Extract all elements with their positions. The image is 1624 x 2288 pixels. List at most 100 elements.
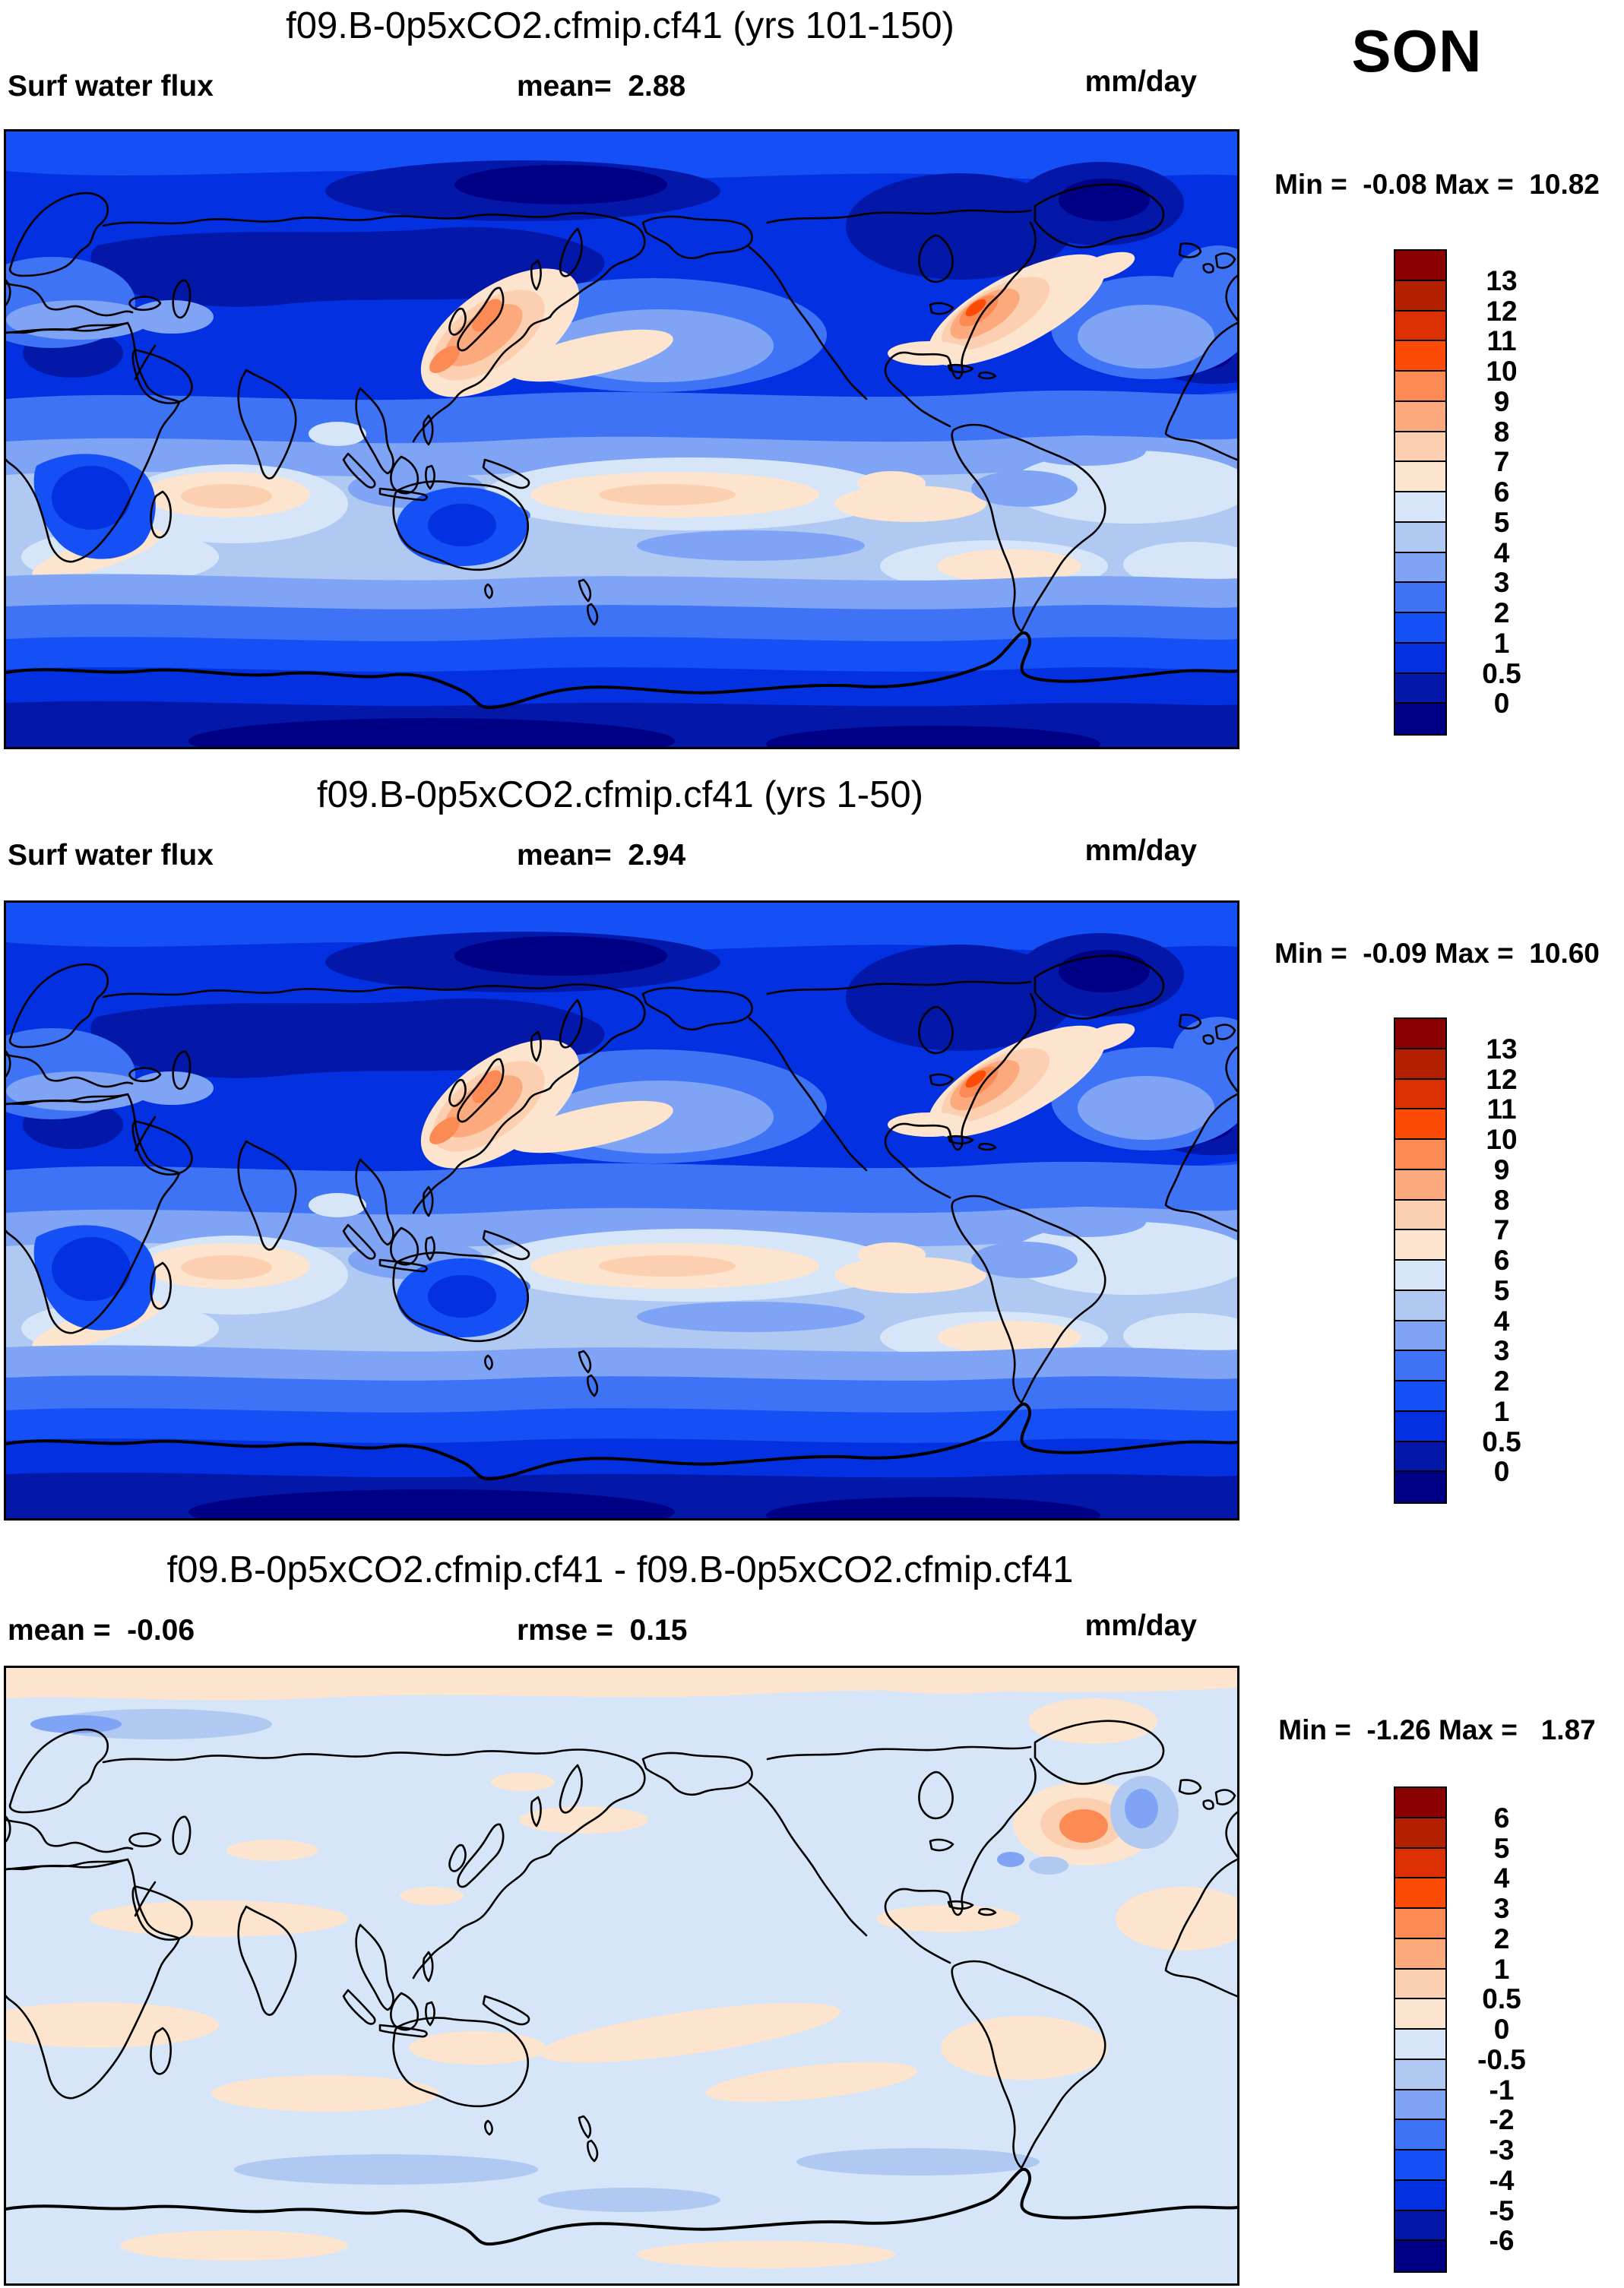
colorbar-cell bbox=[1395, 1109, 1445, 1140]
colorbar-tick-label: -3 bbox=[1489, 2135, 1515, 2166]
colorbar-cell bbox=[1395, 1909, 1445, 1939]
colorbar-tick-label: 12 bbox=[1486, 1063, 1518, 1095]
colorbar-cell bbox=[1395, 583, 1445, 613]
colorbar-tick-label: 13 bbox=[1486, 264, 1518, 296]
colorbar-tick-label: 0 bbox=[1493, 1456, 1510, 1488]
colorbar-tick-label: 6 bbox=[1493, 1245, 1510, 1276]
panel3-colorbar bbox=[1394, 1786, 1447, 2273]
colorbar-cell bbox=[1395, 432, 1445, 463]
colorbar-cell bbox=[1395, 704, 1445, 734]
colorbar-tick-label: 9 bbox=[1493, 1153, 1510, 1185]
colorbar-tick-label: 0 bbox=[1493, 2014, 1510, 2045]
colorbar-cell bbox=[1395, 1969, 1445, 2000]
colorbar-cell bbox=[1395, 280, 1445, 312]
colorbar-tick-label: 11 bbox=[1486, 1093, 1517, 1125]
colorbar-tick-label: 0.5 bbox=[1482, 1983, 1521, 2015]
colorbar-cell bbox=[1395, 613, 1445, 644]
panel3-map bbox=[4, 1666, 1239, 2286]
colorbar-cell bbox=[1395, 1079, 1445, 1110]
colorbar-tick-label: 1 bbox=[1493, 1395, 1510, 1427]
colorbar-cell bbox=[1395, 2150, 1445, 2181]
panel2-units-label: mm/day bbox=[1084, 834, 1197, 867]
panel1-units-label: mm/day bbox=[1084, 65, 1197, 98]
colorbar-cell bbox=[1395, 1788, 1445, 1818]
colorbar-cell bbox=[1395, 1261, 1445, 1291]
colorbar-cell bbox=[1395, 1140, 1445, 1170]
colorbar-cell bbox=[1395, 1049, 1445, 1080]
colorbar-cell bbox=[1395, 341, 1445, 372]
colorbar-tick-label: 2 bbox=[1493, 1922, 1510, 1954]
colorbar-cell bbox=[1395, 2059, 1445, 2090]
colorbar-tick-label: 6 bbox=[1493, 1802, 1510, 1834]
colorbar-tick-label: 2 bbox=[1493, 1366, 1510, 1397]
colorbar-cell bbox=[1395, 2120, 1445, 2150]
colorbar-cell bbox=[1395, 401, 1445, 432]
panel3-units-label: mm/day bbox=[1084, 1609, 1197, 1642]
colorbar-tick-label: 13 bbox=[1486, 1033, 1518, 1065]
panel2-map bbox=[4, 900, 1239, 1521]
colorbar-tick-label: 4 bbox=[1493, 536, 1510, 568]
colorbar-tick-label: 10 bbox=[1486, 356, 1518, 387]
colorbar-tick-label: 0.5 bbox=[1482, 657, 1521, 689]
panel2-colorbar bbox=[1394, 1017, 1447, 1504]
colorbar-tick-label: 9 bbox=[1493, 385, 1510, 417]
colorbar-tick-label: 6 bbox=[1493, 476, 1510, 508]
colorbar-cell bbox=[1395, 643, 1445, 674]
colorbar-tick-label: 5 bbox=[1493, 1832, 1510, 1864]
colorbar-cell bbox=[1395, 1411, 1445, 1442]
panel1-mean-stat: mean= 2.88 bbox=[517, 70, 686, 103]
colorbar-tick-label: 3 bbox=[1493, 1335, 1510, 1367]
colorbar-tick-label: 8 bbox=[1493, 1184, 1510, 1216]
panel3-title: f09.B-0p5xCO2.cfmip.cf41 - f09.B-0p5xCO2… bbox=[166, 1549, 1074, 1590]
colorbar-cell bbox=[1395, 2090, 1445, 2121]
colorbar-tick-label: 10 bbox=[1486, 1124, 1518, 1155]
colorbar-cell bbox=[1395, 1999, 1445, 2030]
colorbar-tick-label: 12 bbox=[1486, 295, 1518, 327]
colorbar-cell bbox=[1395, 372, 1445, 402]
colorbar-tick-label: -0.5 bbox=[1477, 2043, 1526, 2075]
colorbar-tick-label: 1 bbox=[1493, 1953, 1510, 1985]
colorbar-tick-label: 7 bbox=[1493, 446, 1510, 478]
colorbar-tick-label: 7 bbox=[1493, 1214, 1510, 1246]
colorbar-tick-label: 2 bbox=[1493, 597, 1510, 628]
colorbar-cell bbox=[1395, 1200, 1445, 1231]
colorbar-cell bbox=[1395, 1321, 1445, 1352]
colorbar-tick-label: 3 bbox=[1493, 567, 1510, 599]
colorbar-cell bbox=[1395, 2030, 1445, 2060]
panel3-rmse-stat: rmse = 0.15 bbox=[517, 1614, 688, 1647]
colorbar-tick-label: -5 bbox=[1489, 2195, 1515, 2226]
colorbar-cell bbox=[1395, 1019, 1445, 1049]
panel1-colorbar-ticks: 13 12 11 10 9 8 7 6 5 4 3 2 1 0.5 0 bbox=[1448, 251, 1555, 737]
colorbar-tick-label: 11 bbox=[1486, 325, 1517, 357]
colorbar-cell bbox=[1395, 1878, 1445, 1909]
colorbar-cell bbox=[1395, 311, 1445, 342]
colorbar-tick-label: 3 bbox=[1493, 1893, 1510, 1924]
colorbar-tick-label: 4 bbox=[1493, 1862, 1510, 1894]
panel1-title: f09.B-0p5xCO2.cfmip.cf41 (yrs 101-150) bbox=[286, 5, 954, 46]
season-label: SON bbox=[1351, 17, 1483, 84]
colorbar-cell bbox=[1395, 1169, 1445, 1201]
colorbar-tick-label: 5 bbox=[1493, 1274, 1510, 1306]
colorbar-cell bbox=[1395, 1381, 1445, 1412]
panel3-map-svg bbox=[6, 1668, 1237, 2283]
panel2-mean-stat: mean= 2.94 bbox=[517, 839, 686, 872]
colorbar-cell bbox=[1395, 1472, 1445, 1502]
colorbar-cell bbox=[1395, 2180, 1445, 2211]
panel1-variable-label: Surf water flux bbox=[8, 70, 214, 103]
colorbar-tick-label: -6 bbox=[1489, 2225, 1515, 2257]
colorbar-cell bbox=[1395, 673, 1445, 704]
colorbar-tick-label: 0 bbox=[1493, 688, 1510, 720]
colorbar-cell bbox=[1395, 1938, 1445, 1970]
panel2-variable-label: Surf water flux bbox=[8, 839, 214, 872]
colorbar-cell bbox=[1395, 462, 1445, 492]
colorbar-cell bbox=[1395, 1818, 1445, 1849]
panel1-colorbar bbox=[1394, 249, 1447, 736]
colorbar-tick-label: -1 bbox=[1489, 2074, 1515, 2106]
colorbar-cell bbox=[1395, 1290, 1445, 1321]
panel1-map-svg bbox=[6, 131, 1237, 747]
panel2-colorbar-ticks: 13 12 11 10 9 8 7 6 5 4 3 2 1 0.5 0 bbox=[1448, 1019, 1555, 1505]
colorbar-tick-label: 4 bbox=[1493, 1305, 1510, 1337]
panel3-mean-stat: mean = -0.06 bbox=[8, 1614, 195, 1647]
panel2-map-svg bbox=[6, 903, 1237, 1518]
